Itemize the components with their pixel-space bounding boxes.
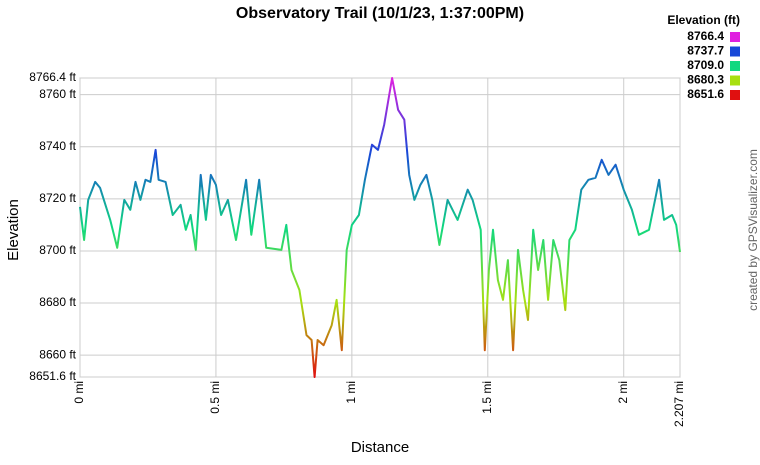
y-tick-label: 8651.6 ft (29, 369, 76, 383)
y-tick-label: 8740 ft (39, 139, 76, 153)
legend-label: 8766.4 (687, 29, 724, 43)
legend-label: 8680.3 (687, 73, 724, 87)
x-tick-label: 1 mi (344, 381, 358, 404)
y-tick-label: 8766.4 ft (29, 70, 76, 84)
y-tick-label: 8680 ft (39, 295, 76, 309)
chart-title: Observatory Trail (10/1/23, 1:37:00PM) (236, 5, 524, 22)
y-tick-label: 8720 ft (39, 191, 76, 205)
x-axis-label: Distance (351, 439, 409, 456)
y-tick-label: 8700 ft (39, 243, 76, 257)
plot-area (79, 77, 681, 378)
x-tick-label: 0 mi (72, 381, 86, 404)
legend-swatch (730, 61, 740, 71)
y-tick-label: 8760 ft (39, 87, 76, 101)
legend-title: Elevation (ft) (667, 13, 740, 27)
y-tick-label: 8660 ft (39, 347, 76, 361)
elevation-line (79, 77, 681, 378)
legend-swatch (730, 90, 740, 100)
legend-swatch (730, 32, 740, 42)
legend-swatch (730, 46, 740, 57)
credit: created by GPSVisualizer.com (746, 149, 760, 311)
y-axis-label: Elevation (5, 199, 22, 261)
x-tick-label: 0.5 mi (208, 381, 222, 414)
legend-label: 8651.6 (687, 87, 724, 101)
x-tick-label: 2.207 mi (672, 381, 686, 427)
legend-label: 8737.7 (687, 44, 724, 58)
legend-label: 8709.0 (687, 58, 724, 72)
x-tick-label: 2 mi (616, 381, 630, 404)
legend-swatch (730, 75, 740, 86)
x-tick-label: 1.5 mi (480, 381, 494, 414)
